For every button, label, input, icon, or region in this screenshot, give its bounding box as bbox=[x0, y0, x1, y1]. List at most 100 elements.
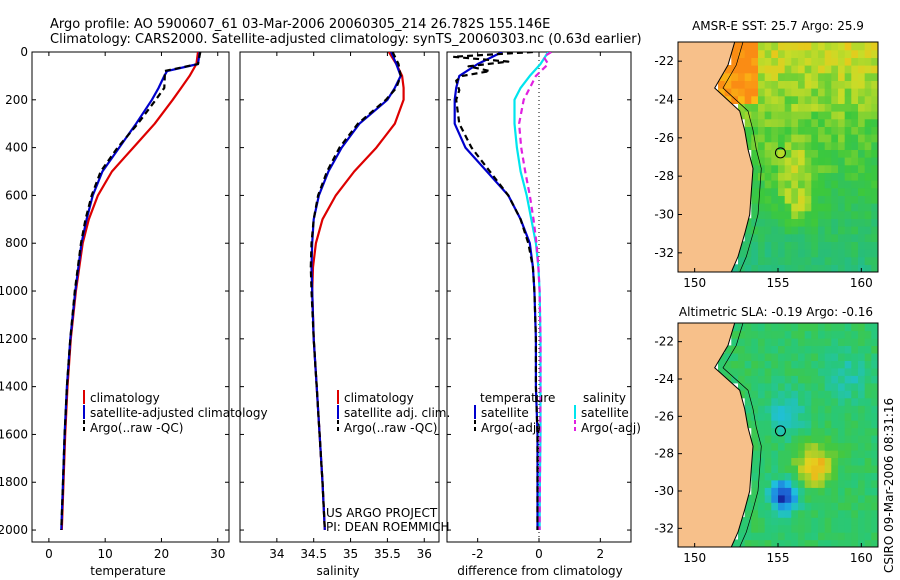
map-cell bbox=[851, 390, 859, 399]
map-cell bbox=[778, 226, 786, 235]
map-cell bbox=[778, 264, 786, 272]
depth-tick-label: 2000 bbox=[0, 523, 28, 537]
map-cell bbox=[824, 442, 832, 451]
map-cell bbox=[838, 352, 846, 361]
map-cell bbox=[778, 367, 786, 376]
map-y-tick-label: -24 bbox=[654, 372, 674, 386]
map-cell bbox=[844, 464, 852, 473]
map-cell bbox=[818, 103, 826, 112]
map-cell bbox=[798, 65, 806, 74]
series-line-satellite-adj-clim- bbox=[310, 52, 402, 531]
map-cell bbox=[844, 72, 852, 81]
map-cell bbox=[804, 241, 812, 250]
map-cell bbox=[731, 42, 739, 51]
map-cell bbox=[804, 149, 812, 158]
map-cell bbox=[751, 397, 759, 406]
map-cell bbox=[764, 532, 772, 541]
map-cell bbox=[851, 323, 859, 332]
map-cell bbox=[818, 141, 826, 150]
map-cell bbox=[871, 195, 878, 204]
map-cell bbox=[791, 502, 799, 511]
map-cell bbox=[744, 49, 752, 58]
map-cell bbox=[864, 435, 872, 444]
map-cell bbox=[858, 337, 866, 346]
map-cell bbox=[758, 233, 766, 242]
map-cell bbox=[851, 509, 859, 518]
map-cell bbox=[818, 118, 826, 127]
map-cell bbox=[844, 524, 852, 533]
map-cell bbox=[864, 337, 872, 346]
map-cell bbox=[824, 532, 832, 541]
map-cell bbox=[771, 494, 779, 503]
map-cell bbox=[798, 509, 806, 518]
map-cell bbox=[851, 172, 859, 181]
map-cell bbox=[844, 517, 852, 526]
map-cell bbox=[831, 141, 839, 150]
map-cell bbox=[771, 539, 779, 547]
map-cell bbox=[871, 95, 878, 104]
map-cell bbox=[871, 337, 878, 346]
map-cell bbox=[764, 323, 772, 332]
map-cell bbox=[851, 103, 859, 112]
map-cell bbox=[871, 180, 878, 189]
map-cell bbox=[811, 141, 819, 150]
map-cell bbox=[791, 487, 799, 496]
map-cell bbox=[844, 187, 852, 196]
map-cell bbox=[738, 88, 746, 97]
map-cell bbox=[751, 517, 759, 526]
map-y-tick-label: -32 bbox=[654, 246, 674, 260]
map-cell bbox=[831, 226, 839, 235]
map-cell bbox=[838, 494, 846, 503]
map-cell bbox=[771, 203, 779, 212]
map-cell bbox=[838, 226, 846, 235]
map-cell bbox=[858, 49, 866, 58]
depth-tick-label: 400 bbox=[5, 141, 28, 155]
map-cell bbox=[744, 352, 752, 361]
map-cell bbox=[778, 103, 786, 112]
map-cell bbox=[791, 472, 799, 481]
map-cell bbox=[791, 330, 799, 339]
map-cell bbox=[824, 233, 832, 242]
map-cell bbox=[758, 157, 766, 166]
map-cell bbox=[844, 397, 852, 406]
map-cell bbox=[758, 412, 766, 421]
map-cell bbox=[791, 149, 799, 158]
map-cell bbox=[871, 88, 878, 97]
map-cell bbox=[751, 157, 759, 166]
map-cell bbox=[824, 164, 832, 173]
depth-axis: 0 200 400 600 800 1000 1200 1400 1600 1800 2000 bbox=[0, 45, 631, 537]
depth-tick-label: 600 bbox=[5, 188, 28, 202]
map-cell bbox=[764, 218, 772, 227]
map-cell bbox=[804, 65, 812, 74]
map-cell bbox=[851, 80, 859, 89]
depth-tick-label: 0 bbox=[20, 45, 28, 59]
map-cell bbox=[804, 180, 812, 189]
map-cell bbox=[791, 226, 799, 235]
map-cell bbox=[871, 487, 878, 496]
map-cell bbox=[811, 249, 819, 258]
map-cell bbox=[791, 72, 799, 81]
map-cell bbox=[758, 72, 766, 81]
map-cell bbox=[778, 532, 786, 541]
map-cell bbox=[758, 532, 766, 541]
map-cell bbox=[844, 494, 852, 503]
map-cell bbox=[744, 360, 752, 369]
map-cell bbox=[738, 264, 746, 272]
map-cell bbox=[864, 502, 872, 511]
map-cell bbox=[851, 457, 859, 466]
map-cell bbox=[751, 532, 759, 541]
map-cell bbox=[811, 405, 819, 414]
map-cell bbox=[751, 435, 759, 444]
map-cell bbox=[778, 330, 786, 339]
map-cell bbox=[864, 323, 872, 332]
map-cell bbox=[818, 164, 826, 173]
map-cell bbox=[858, 172, 866, 181]
map-cell bbox=[758, 249, 766, 258]
map-cell bbox=[811, 412, 819, 421]
map-cell bbox=[858, 256, 866, 265]
map-cell bbox=[751, 134, 759, 143]
map-cell bbox=[838, 49, 846, 58]
map-cell bbox=[818, 80, 826, 89]
map-cell bbox=[851, 195, 859, 204]
series-line-salinity-argo-adj- bbox=[517, 52, 552, 531]
